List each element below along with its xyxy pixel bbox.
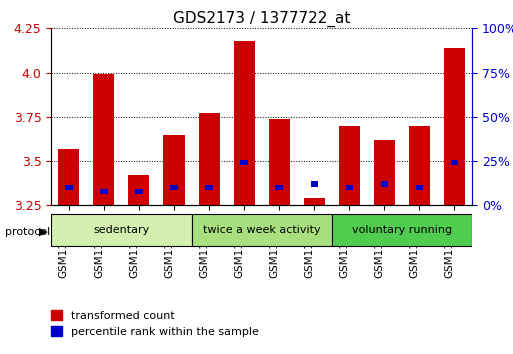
Bar [339, 126, 360, 205]
Bar [444, 48, 465, 205]
Bar [128, 175, 149, 205]
Text: ▶: ▶ [38, 227, 47, 237]
Bar [416, 185, 423, 190]
Bar [100, 189, 108, 194]
Bar [374, 140, 395, 205]
Bar [269, 119, 290, 205]
Bar [135, 189, 143, 194]
Bar [310, 181, 318, 187]
Title: GDS2173 / 1377722_at: GDS2173 / 1377722_at [173, 11, 350, 27]
Bar [304, 198, 325, 205]
Bar [409, 126, 430, 205]
FancyBboxPatch shape [51, 214, 191, 246]
Bar [205, 185, 213, 190]
Bar [451, 160, 458, 165]
Text: protocol: protocol [5, 227, 50, 237]
FancyBboxPatch shape [332, 214, 472, 246]
Bar [65, 185, 72, 190]
Bar [93, 74, 114, 205]
Bar [241, 160, 248, 165]
Bar [199, 113, 220, 205]
FancyBboxPatch shape [191, 214, 332, 246]
Text: voluntary running: voluntary running [352, 225, 452, 235]
Bar [58, 149, 80, 205]
Bar [381, 181, 388, 187]
Bar [164, 135, 185, 205]
Bar [233, 41, 254, 205]
Bar [275, 185, 283, 190]
Legend: transformed count, percentile rank within the sample: transformed count, percentile rank withi… [47, 306, 263, 341]
Bar [170, 185, 177, 190]
Text: twice a week activity: twice a week activity [203, 225, 321, 235]
Bar [346, 185, 353, 190]
Text: sedentary: sedentary [93, 225, 149, 235]
